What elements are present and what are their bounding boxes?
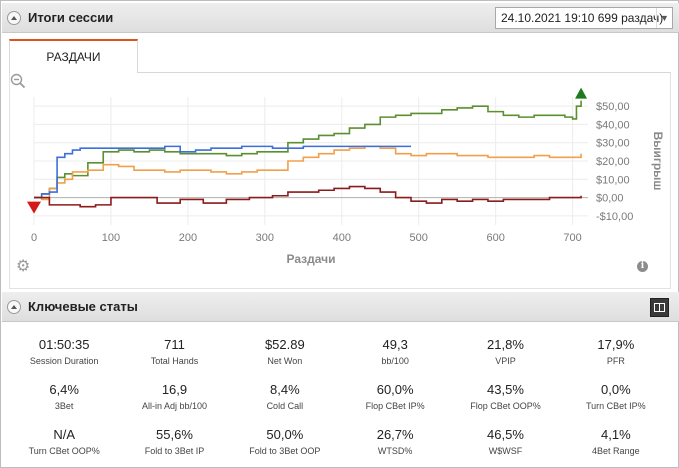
stat-cell: 4,1% 4Bet Range [561,421,671,466]
stat-label: Flop CBet IP% [365,401,425,411]
collapse-session-summary-button[interactable] [7,10,21,25]
stat-cell: 01:50:35 Session Duration [9,331,119,376]
winnings-chart-svg: 0 100 200 300 400 500 600 700 $50,00 $40,00 $30,00… [27,87,665,266]
key-stats-title: Ключевые статы [28,299,138,314]
stat-cell: 43,5% Flop CBet OOP% [450,376,560,421]
stat-value: 60,0% [376,382,414,397]
stat-label: Net Won [267,356,303,366]
series-line-2 [34,145,412,199]
stat-value: 6,4% [49,382,79,397]
stat-cell: 16,9 All-in Adj bb/100 [119,376,229,421]
stat-value: 26,7% [376,427,414,442]
y-tick-label: -$10,00 [596,211,633,223]
stat-label: W$WSF [488,446,523,456]
stat-value: 55,6% [156,427,193,442]
layout-toggle-icon[interactable] [650,298,669,317]
stat-value: 17,9% [597,337,635,352]
x-tick-label: 500 [410,232,428,244]
key-stats-header: Ключевые статы [2,292,679,322]
stat-value: 4,1% [601,427,631,442]
y-tick-label: $50,00 [596,101,630,113]
stat-label: bb/100 [381,356,409,366]
session-summary-title: Итоги сессии [28,10,114,25]
stat-label: Fold to 3Bet OOP [249,446,321,456]
key-stats-grid: 01:50:35 Session Duration 711 Total Hands $5… [9,331,671,461]
y-axis-label: Выигрыш [651,132,665,191]
x-tick-label: 200 [179,232,197,244]
stat-cell: 0,0% Turn CBet IP% [561,376,671,421]
stat-cell: 55,6% Fold to 3Bet IP [119,421,229,466]
stat-value: 16,9 [161,382,188,397]
x-axis-label: Раздачи [287,252,336,266]
stat-label: 4Bet Range [592,446,640,456]
stat-label: All-in Adj bb/100 [141,401,208,411]
series-line-3 [34,185,582,208]
stat-value: $52.89 [264,337,305,352]
stat-cell: 8,4% Cold Call [230,376,340,421]
stat-cell: 17,9% PFR [561,331,671,376]
stat-label: PFR [606,356,625,366]
stat-value: 01:50:35 [38,337,90,352]
y-tick-label: $10,00 [596,174,630,186]
stat-value: 21,8% [487,337,524,352]
session-select-value: 24.10.2021 19:10 699 раздач) [501,11,664,25]
zoom-out-icon[interactable] [10,73,26,89]
stat-label: Cold Call [266,401,304,411]
stat-cell: 6,4% 3Bet [9,376,119,421]
info-icon[interactable]: i [637,261,648,272]
y-tick-label: $20,00 [596,156,630,168]
stat-cell: 21,8% VPIP [450,331,560,376]
x-tick-label: 100 [102,232,120,244]
stat-label: Turn CBet IP% [585,401,646,411]
tab-hands[interactable]: РАЗДАЧИ [9,39,138,73]
stat-cell: $52.89 Net Won [230,331,340,376]
start-marker [27,201,41,214]
y-tick-label: $0,00 [596,193,624,205]
stat-label: Fold to 3Bet IP [144,446,205,456]
stat-value: 8,4% [270,382,300,397]
stat-value: 711 [164,337,185,352]
stat-value: 43,5% [487,382,524,397]
stat-cell: 60,0% Flop CBet IP% [340,376,450,421]
x-tick-label: 700 [563,232,581,244]
stat-cell: 46,5% W$WSF [450,421,560,466]
stat-label: 3Bet [54,401,74,411]
gear-icon[interactable]: ⚙ [16,258,31,275]
session-summary-header: Итоги сессии 24.10.2021 19:10 699 раздач… [2,3,679,33]
stat-value: 50,0% [266,427,304,442]
stat-label: Session Duration [29,356,99,366]
stat-value: 0,0% [601,382,631,397]
end-marker [575,87,588,99]
stat-cell: 711 Total Hands [119,331,229,376]
stat-cell: 50,0% Fold to 3Bet OOP [230,421,340,466]
x-tick-label: 600 [486,232,504,244]
stat-value: 49,3 [382,337,408,352]
stat-value: N/A [53,427,75,442]
tab-bar: РАЗДАЧИ [9,39,671,73]
y-tick-label: $40,00 [596,119,630,131]
collapse-key-stats-button[interactable] [7,299,21,314]
stat-label: Flop CBet OOP% [470,401,541,411]
stat-cell: 49,3 bb/100 [340,331,450,376]
stat-label: WTSD% [377,446,413,456]
stat-label: VPIP [495,356,516,366]
x-tick-label: 0 [31,232,37,244]
stat-cell: N/A Turn CBet OOP% [9,421,119,466]
y-tick-label: $30,00 [596,138,630,150]
chevron-down-icon[interactable]: ▼ [656,8,672,28]
winnings-chart: 0 100 200 300 400 500 600 700 $50,00 $40,00 $30,00… [9,73,671,289]
x-tick-label: 400 [333,232,351,244]
series-line-1 [34,145,582,201]
stat-cell: 26,7% WTSD% [340,421,450,466]
stat-value: 46,5% [487,427,524,442]
session-select[interactable]: 24.10.2021 19:10 699 раздач) ▼ [495,7,673,29]
stat-label: Total Hands [150,356,199,366]
series-line-0 [34,100,582,199]
stat-label: Turn CBet OOP% [28,446,100,456]
x-tick-label: 300 [256,232,274,244]
